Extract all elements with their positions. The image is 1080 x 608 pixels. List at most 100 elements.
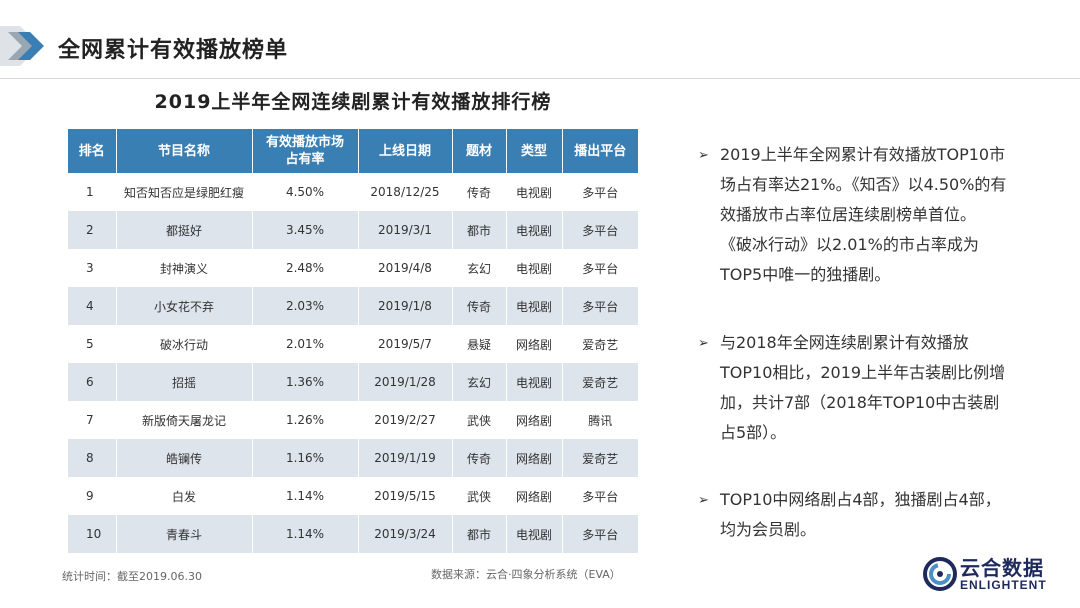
table-cell: 多平台 xyxy=(562,173,638,211)
table-cell: 招摇 xyxy=(116,363,253,401)
bullet-item-2: ➢ 与2018年全网连续剧累计有效播放 TOP10相比，2019上半年古装剧比例增… xyxy=(698,328,1005,448)
table-cell: 破冰行动 xyxy=(116,325,253,363)
table-cell: 网络剧 xyxy=(506,477,563,515)
table-cell: 网络剧 xyxy=(506,401,563,439)
brand-name: 云合数据 xyxy=(960,556,1044,580)
column-header: 上线日期 xyxy=(358,129,453,173)
table-cell: 都市 xyxy=(452,211,507,249)
table-cell: 2019/5/7 xyxy=(358,325,453,363)
table-cell: 1.14% xyxy=(252,477,359,515)
bullet-line: 场占有率达21%。《知否》以4.50%的有 xyxy=(720,175,1007,194)
table-cell: 6 xyxy=(68,363,117,401)
table-cell: 7 xyxy=(68,401,117,439)
table-cell: 电视剧 xyxy=(506,173,563,211)
table-row: 10 青春斗 1.14% 2019/3/24 都市 电视剧 多平台 xyxy=(68,515,638,553)
brand-logo: 云合数据 ENLIGHTENT xyxy=(922,548,1072,602)
table-cell: 2.03% xyxy=(252,287,359,325)
table-cell: 网络剧 xyxy=(506,439,563,477)
table-row: 1 知否知否应是绿肥红瘦 4.50% 2018/12/25 传奇 电视剧 多平台 xyxy=(68,173,638,211)
table-cell: 5 xyxy=(68,325,117,363)
table-cell: 2019/1/28 xyxy=(358,363,453,401)
table-cell: 玄幻 xyxy=(452,363,507,401)
arrow-bullet-icon: ➢ xyxy=(698,148,709,163)
table-body: 1 知否知否应是绿肥红瘦 4.50% 2018/12/25 传奇 电视剧 多平台 2 都挺好 3.… xyxy=(68,173,638,553)
bullet-item-1: ➢ 2019上半年全网累计有效播放TOP10市 场占有率达21%。《知否》以4.5… xyxy=(698,140,1006,290)
table-cell: 电视剧 xyxy=(506,363,563,401)
table-cell: 皓镧传 xyxy=(116,439,253,477)
table-cell: 腾讯 xyxy=(562,401,638,439)
table-cell: 爱奇艺 xyxy=(562,439,638,477)
table-cell: 2019/3/1 xyxy=(358,211,453,249)
table-row: 3 封神演义 2.48% 2019/4/8 玄幻 电视剧 多平台 xyxy=(68,249,638,287)
table-cell: 3.45% xyxy=(252,211,359,249)
bullet-item-3: ➢ TOP10中网络剧占4部，独播剧占4部， 均为会员剧。 xyxy=(698,485,1001,545)
table-cell: 悬疑 xyxy=(452,325,507,363)
bullet-line: TOP5中唯一的独播剧。 xyxy=(720,265,891,284)
table-cell: 多平台 xyxy=(562,515,638,553)
table-cell: 都市 xyxy=(452,515,507,553)
table-cell: 2 xyxy=(68,211,117,249)
table-cell: 2019/4/8 xyxy=(358,249,453,287)
table-cell: 1.36% xyxy=(252,363,359,401)
table-cell: 知否知否应是绿肥红瘦 xyxy=(116,173,253,211)
table-cell: 4.50% xyxy=(252,173,359,211)
table-cell: 电视剧 xyxy=(506,249,563,287)
table-cell: 电视剧 xyxy=(506,211,563,249)
table-row: 9 白发 1.14% 2019/5/15 武侠 网络剧 多平台 xyxy=(68,477,638,515)
table-cell: 武侠 xyxy=(452,401,507,439)
arrow-bullet-icon: ➢ xyxy=(698,336,709,351)
table-cell: 2019/5/15 xyxy=(358,477,453,515)
bullet-line: 加，共计7部（2018年TOP10中古装剧 xyxy=(720,393,1000,412)
column-header: 题材 xyxy=(452,129,507,173)
table-cell: 新版倚天屠龙记 xyxy=(116,401,253,439)
table-cell: 爱奇艺 xyxy=(562,363,638,401)
table-cell: 多平台 xyxy=(562,211,638,249)
table-cell: 电视剧 xyxy=(506,515,563,553)
column-header: 排名 xyxy=(68,129,117,173)
table-cell: 1.14% xyxy=(252,515,359,553)
brand-subtitle: ENLIGHTENT xyxy=(960,578,1047,592)
table-cell: 传奇 xyxy=(452,287,507,325)
column-header: 播出平台 xyxy=(562,129,638,173)
table-cell: 2.01% xyxy=(252,325,359,363)
bullet-line: 《破冰行动》以2.01%的市占率成为 xyxy=(720,235,979,254)
data-source-note: 数据来源：云合·四象分析系统（EVA） xyxy=(431,568,621,581)
table-cell: 2019/2/27 xyxy=(358,401,453,439)
bullet-line: 与2018年全网连续剧累计有效播放 xyxy=(720,333,969,352)
table-cell: 白发 xyxy=(116,477,253,515)
brand-swirl-icon xyxy=(923,557,957,591)
bullet-line: 占5部）。 xyxy=(720,423,787,442)
table-cell: 都挺好 xyxy=(116,211,253,249)
table-row: 2 都挺好 3.45% 2019/3/1 都市 电视剧 多平台 xyxy=(68,211,638,249)
section-logo-icon xyxy=(0,26,44,66)
table-row: 7 新版倚天屠龙记 1.26% 2019/2/27 武侠 网络剧 腾讯 xyxy=(68,401,638,439)
table-cell: 1.16% xyxy=(252,439,359,477)
bullet-line: 均为会员剧。 xyxy=(720,520,817,539)
table-cell: 传奇 xyxy=(452,173,507,211)
column-header: 有效播放市场 占有率 xyxy=(252,129,359,173)
table-cell: 8 xyxy=(68,439,117,477)
table-cell: 1.26% xyxy=(252,401,359,439)
table-row: 6 招摇 1.36% 2019/1/28 玄幻 电视剧 爱奇艺 xyxy=(68,363,638,401)
column-header: 类型 xyxy=(506,129,563,173)
table-cell: 2019/1/19 xyxy=(358,439,453,477)
table-cell: 封神演义 xyxy=(116,249,253,287)
table-cell: 传奇 xyxy=(452,439,507,477)
arrow-bullet-icon: ➢ xyxy=(698,493,709,508)
table-row: 8 皓镧传 1.16% 2019/1/19 传奇 网络剧 爱奇艺 xyxy=(68,439,638,477)
table-cell: 武侠 xyxy=(452,477,507,515)
table-title: 2019上半年全网连续剧累计有效播放排行榜 xyxy=(154,91,552,113)
table-cell: 爱奇艺 xyxy=(562,325,638,363)
table-cell: 电视剧 xyxy=(506,287,563,325)
table-cell: 10 xyxy=(68,515,117,553)
table-header-row: 排名 节目名称 有效播放市场 占有率 上线日期 题材 类型 播出平台 xyxy=(68,129,638,173)
bullet-line: 2019上半年全网累计有效播放TOP10市 xyxy=(720,145,1006,164)
table-cell: 青春斗 xyxy=(116,515,253,553)
table-cell: 多平台 xyxy=(562,249,638,287)
column-header: 节目名称 xyxy=(116,129,253,173)
bullet-line: TOP10中网络剧占4部，独播剧占4部， xyxy=(720,490,1001,509)
bullet-line: TOP10相比，2019上半年古装剧比例增 xyxy=(720,363,1006,382)
ranking-table: 排名 节目名称 有效播放市场 占有率 上线日期 题材 类型 播出平台 1 知否知否应是绿肥红瘦 4… xyxy=(68,129,638,553)
table-cell: 2019/1/8 xyxy=(358,287,453,325)
table-row: 4 小女花不弃 2.03% 2019/1/8 传奇 电视剧 多平台 xyxy=(68,287,638,325)
